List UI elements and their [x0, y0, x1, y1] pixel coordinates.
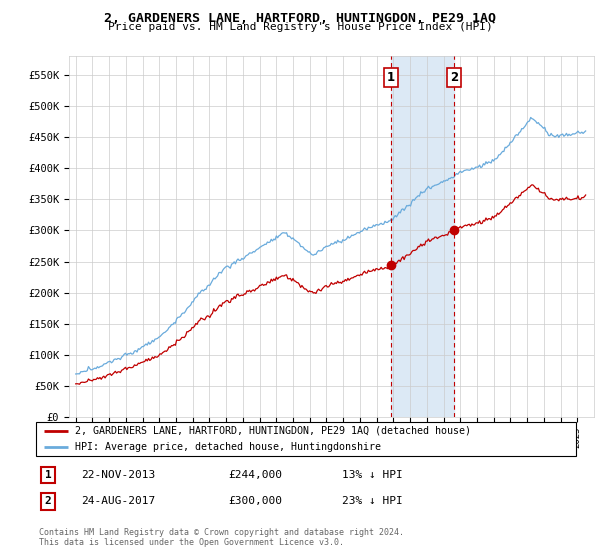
Text: £244,000: £244,000: [228, 470, 282, 480]
Text: 1: 1: [44, 470, 52, 480]
Text: 24-AUG-2017: 24-AUG-2017: [81, 496, 155, 506]
FancyBboxPatch shape: [36, 422, 576, 456]
Text: 2: 2: [450, 71, 458, 84]
Text: 2, GARDENERS LANE, HARTFORD, HUNTINGDON, PE29 1AQ (detached house): 2, GARDENERS LANE, HARTFORD, HUNTINGDON,…: [75, 426, 471, 436]
Text: 22-NOV-2013: 22-NOV-2013: [81, 470, 155, 480]
Text: 2, GARDENERS LANE, HARTFORD, HUNTINGDON, PE29 1AQ: 2, GARDENERS LANE, HARTFORD, HUNTINGDON,…: [104, 12, 496, 25]
Text: 23% ↓ HPI: 23% ↓ HPI: [342, 496, 403, 506]
Text: 13% ↓ HPI: 13% ↓ HPI: [342, 470, 403, 480]
Text: Price paid vs. HM Land Registry's House Price Index (HPI): Price paid vs. HM Land Registry's House …: [107, 22, 493, 32]
Text: 2: 2: [44, 496, 52, 506]
Text: This data is licensed under the Open Government Licence v3.0.: This data is licensed under the Open Gov…: [39, 538, 344, 547]
Bar: [391, 56, 454, 417]
Text: Contains HM Land Registry data © Crown copyright and database right 2024.: Contains HM Land Registry data © Crown c…: [39, 528, 404, 536]
Text: HPI: Average price, detached house, Huntingdonshire: HPI: Average price, detached house, Hunt…: [75, 442, 381, 452]
Text: 1: 1: [387, 71, 395, 84]
Text: £300,000: £300,000: [228, 496, 282, 506]
